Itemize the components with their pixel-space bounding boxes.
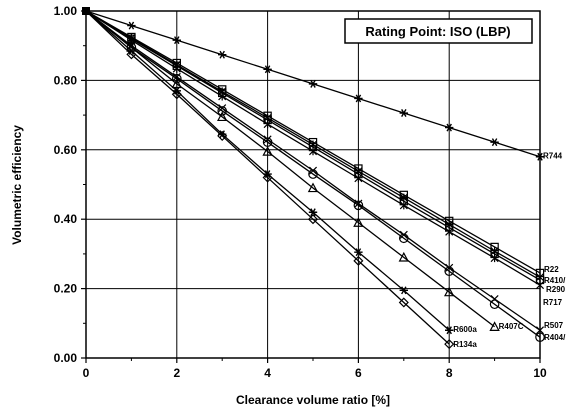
x-tick-label: 10 xyxy=(533,366,547,380)
y-tick-label: 1.00 xyxy=(54,4,78,18)
tick-labels: 0 2 4 6 8 10 0.00 0.20 0.40 0.60 0.80 1.00 xyxy=(54,4,547,380)
data-point xyxy=(535,332,545,342)
series-group xyxy=(82,7,545,350)
data-point xyxy=(399,109,408,117)
series-end-label: R410/ xyxy=(544,276,566,285)
data-point xyxy=(354,94,363,103)
data-point xyxy=(399,201,408,210)
data-point xyxy=(217,106,227,116)
series-r507 xyxy=(85,10,545,335)
data-point xyxy=(490,138,499,147)
y-tick-label: 0.40 xyxy=(54,212,78,226)
series-end-label: R600a xyxy=(453,325,477,334)
series-line xyxy=(85,10,541,338)
series-line xyxy=(85,10,495,328)
x-tick-label: 6 xyxy=(355,366,362,380)
data-point xyxy=(263,120,272,129)
data-point xyxy=(489,299,500,310)
data-point xyxy=(308,169,318,179)
series-end-label: R290 xyxy=(546,285,566,294)
series-r744 xyxy=(85,10,545,161)
series-end-label: R717 xyxy=(543,298,563,307)
data-point xyxy=(353,255,364,266)
legend-box: Rating Point: ISO (LBP) xyxy=(344,18,533,44)
series-r290 xyxy=(85,10,545,285)
series-r407c xyxy=(85,10,500,331)
data-point xyxy=(308,79,318,88)
grid xyxy=(81,10,541,363)
data-point xyxy=(444,339,455,350)
series-line xyxy=(85,10,450,345)
data-point xyxy=(218,92,227,101)
data-point xyxy=(490,294,499,304)
y-axis-label: Volumetric efficiency xyxy=(10,125,24,245)
series-end-labels: R744 R22 R410/R290 R717 R507 R404/R407C R600a R… xyxy=(453,152,566,349)
data-point xyxy=(307,182,319,193)
data-point xyxy=(172,36,181,45)
data-point xyxy=(445,123,454,132)
series-end-label: R507 xyxy=(544,321,564,330)
data-point xyxy=(262,172,273,183)
data-point xyxy=(172,73,182,84)
data-point xyxy=(354,174,363,183)
data-point xyxy=(490,253,499,263)
data-point xyxy=(217,130,228,141)
data-point xyxy=(443,286,455,297)
data-point xyxy=(263,65,272,74)
series-end-label: R134a xyxy=(453,340,477,349)
data-point xyxy=(127,21,136,30)
x-tick-label: 2 xyxy=(173,366,180,380)
data-point xyxy=(171,78,183,89)
data-point xyxy=(444,266,454,277)
data-point xyxy=(353,200,364,211)
series-end-label: R22 xyxy=(544,265,559,274)
data-point xyxy=(171,89,182,100)
data-point xyxy=(353,217,364,227)
start-point xyxy=(82,7,90,15)
series-r404a xyxy=(85,10,545,342)
data-point xyxy=(218,50,227,59)
series-r717 xyxy=(85,10,545,290)
data-point xyxy=(445,227,454,236)
plot-area-frame xyxy=(85,10,541,359)
legend-text: Rating Point: ISO (LBP) xyxy=(365,24,510,39)
data-point xyxy=(262,146,273,156)
series-r134a xyxy=(85,10,455,350)
data-point xyxy=(263,135,272,144)
data-point xyxy=(535,281,545,290)
data-point xyxy=(398,297,409,308)
data-point xyxy=(308,147,318,156)
data-point xyxy=(399,286,408,295)
data-point xyxy=(354,248,363,257)
series-end-label: R407C xyxy=(499,322,524,331)
x-tick-label: 0 xyxy=(83,366,90,380)
x-tick-label: 8 xyxy=(446,366,453,380)
series-end-label: R744 xyxy=(543,152,563,161)
series-end-label: R404/ xyxy=(544,333,566,342)
data-point xyxy=(126,49,137,60)
data-point xyxy=(535,326,545,335)
data-point xyxy=(398,251,410,262)
x-axis-label: Clearance volume ratio [%] xyxy=(236,393,390,407)
y-tick-label: 0.80 xyxy=(54,73,78,87)
data-point xyxy=(445,326,454,335)
data-point xyxy=(535,152,545,161)
data-point xyxy=(308,208,318,217)
data-point xyxy=(489,321,500,331)
data-point xyxy=(172,64,181,73)
data-point xyxy=(307,214,319,225)
data-point xyxy=(216,111,228,122)
series-r600a xyxy=(85,10,454,335)
series-r410a xyxy=(85,10,545,282)
y-tick-label: 0.60 xyxy=(54,143,78,157)
y-tick-label: 0.20 xyxy=(54,282,78,296)
y-tick-label: 0.00 xyxy=(54,351,78,365)
data-point xyxy=(398,233,409,244)
x-tick-label: 4 xyxy=(264,366,271,380)
data-point xyxy=(218,104,227,113)
series-line xyxy=(85,10,541,281)
